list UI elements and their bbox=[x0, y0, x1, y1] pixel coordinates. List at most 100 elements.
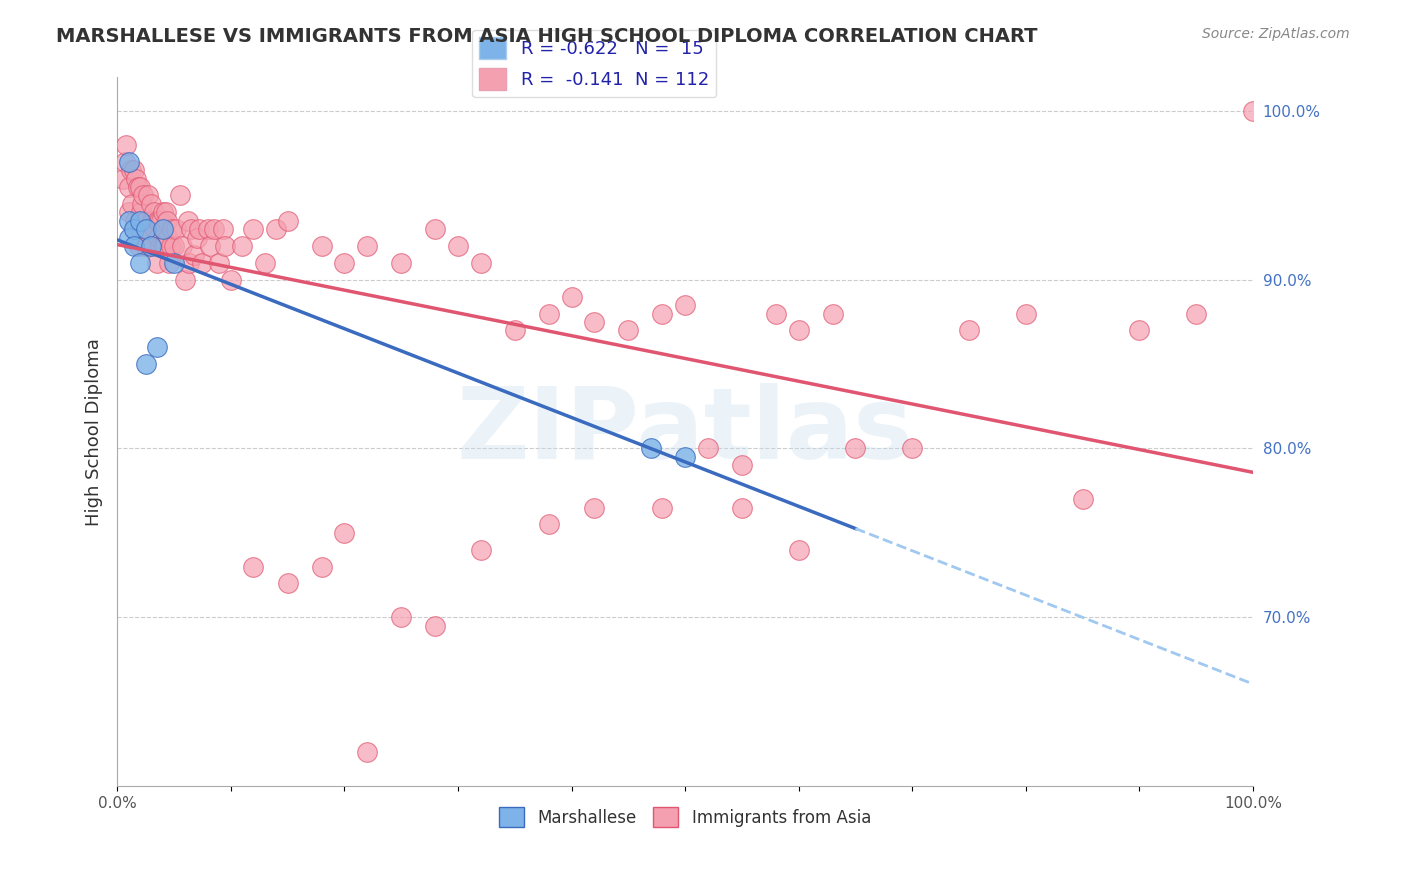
Point bbox=[146, 340, 169, 354]
Point bbox=[673, 450, 696, 464]
Point bbox=[146, 230, 169, 244]
Point bbox=[191, 256, 214, 270]
Point bbox=[150, 214, 173, 228]
Point bbox=[277, 214, 299, 228]
Point bbox=[157, 230, 180, 244]
Point bbox=[114, 154, 136, 169]
Point bbox=[160, 222, 183, 236]
Point bbox=[129, 214, 152, 228]
Point bbox=[651, 500, 673, 515]
Point bbox=[129, 256, 152, 270]
Text: MARSHALLESE VS IMMIGRANTS FROM ASIA HIGH SCHOOL DIPLOMA CORRELATION CHART: MARSHALLESE VS IMMIGRANTS FROM ASIA HIGH… bbox=[56, 27, 1038, 45]
Point bbox=[141, 239, 163, 253]
Text: ZIPatlas: ZIPatlas bbox=[457, 383, 914, 480]
Point bbox=[155, 205, 177, 219]
Point bbox=[135, 214, 157, 228]
Point bbox=[163, 256, 186, 270]
Point bbox=[470, 542, 492, 557]
Point bbox=[1185, 307, 1208, 321]
Point bbox=[152, 222, 174, 236]
Point bbox=[673, 298, 696, 312]
Point bbox=[1071, 492, 1094, 507]
Point bbox=[537, 307, 560, 321]
Point bbox=[583, 315, 606, 329]
Point bbox=[152, 205, 174, 219]
Point bbox=[188, 222, 211, 236]
Point bbox=[132, 188, 155, 202]
Point bbox=[128, 239, 150, 253]
Point bbox=[503, 323, 526, 337]
Point bbox=[696, 442, 718, 456]
Point bbox=[1241, 104, 1264, 119]
Point bbox=[146, 214, 169, 228]
Point bbox=[389, 256, 412, 270]
Point bbox=[135, 222, 157, 236]
Point bbox=[156, 214, 179, 228]
Point bbox=[141, 239, 163, 253]
Point bbox=[122, 222, 145, 236]
Point bbox=[131, 197, 153, 211]
Point bbox=[174, 273, 197, 287]
Point bbox=[148, 214, 170, 228]
Point bbox=[470, 256, 492, 270]
Point bbox=[537, 517, 560, 532]
Point bbox=[242, 559, 264, 574]
Point bbox=[176, 214, 198, 228]
Legend: Marshallese, Immigrants from Asia: Marshallese, Immigrants from Asia bbox=[492, 800, 877, 834]
Point bbox=[183, 247, 205, 261]
Point bbox=[152, 222, 174, 236]
Point bbox=[117, 214, 139, 228]
Point bbox=[731, 500, 754, 515]
Point bbox=[208, 256, 231, 270]
Point bbox=[583, 500, 606, 515]
Point bbox=[787, 542, 810, 557]
Point bbox=[821, 307, 844, 321]
Point bbox=[121, 197, 143, 211]
Point bbox=[180, 222, 202, 236]
Point bbox=[311, 559, 333, 574]
Point bbox=[159, 256, 181, 270]
Point bbox=[787, 323, 810, 337]
Point bbox=[425, 618, 447, 632]
Point bbox=[127, 180, 149, 194]
Point bbox=[135, 239, 157, 253]
Point bbox=[202, 222, 225, 236]
Point bbox=[117, 230, 139, 244]
Point bbox=[163, 239, 186, 253]
Point bbox=[333, 256, 356, 270]
Point bbox=[765, 307, 787, 321]
Point bbox=[1015, 307, 1038, 321]
Point bbox=[120, 163, 142, 178]
Point bbox=[356, 239, 378, 253]
Point bbox=[651, 307, 673, 321]
Point bbox=[169, 188, 191, 202]
Point bbox=[177, 256, 200, 270]
Point bbox=[731, 458, 754, 473]
Point bbox=[153, 239, 176, 253]
Point bbox=[165, 222, 187, 236]
Point bbox=[214, 239, 236, 253]
Point bbox=[197, 222, 219, 236]
Point bbox=[447, 239, 470, 253]
Point bbox=[146, 256, 169, 270]
Point bbox=[242, 222, 264, 236]
Point bbox=[231, 239, 253, 253]
Point bbox=[311, 239, 333, 253]
Point bbox=[901, 442, 924, 456]
Point bbox=[142, 205, 165, 219]
Point bbox=[957, 323, 980, 337]
Point bbox=[129, 180, 152, 194]
Point bbox=[170, 239, 193, 253]
Point bbox=[200, 239, 222, 253]
Point bbox=[152, 239, 174, 253]
Point bbox=[138, 222, 160, 236]
Point bbox=[122, 163, 145, 178]
Point bbox=[141, 197, 163, 211]
Point bbox=[135, 357, 157, 371]
Point bbox=[560, 290, 582, 304]
Point bbox=[136, 188, 159, 202]
Point bbox=[186, 230, 208, 244]
Point bbox=[389, 610, 412, 624]
Point bbox=[333, 525, 356, 540]
Y-axis label: High School Diploma: High School Diploma bbox=[86, 338, 103, 525]
